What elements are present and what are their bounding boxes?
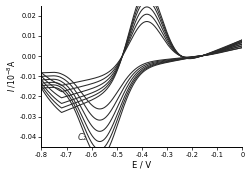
X-axis label: E / V: E / V [132,160,152,169]
Y-axis label: $I$ /10$^{-8}$A: $I$ /10$^{-8}$A [6,60,18,92]
Text: C₂: C₂ [78,133,87,142]
